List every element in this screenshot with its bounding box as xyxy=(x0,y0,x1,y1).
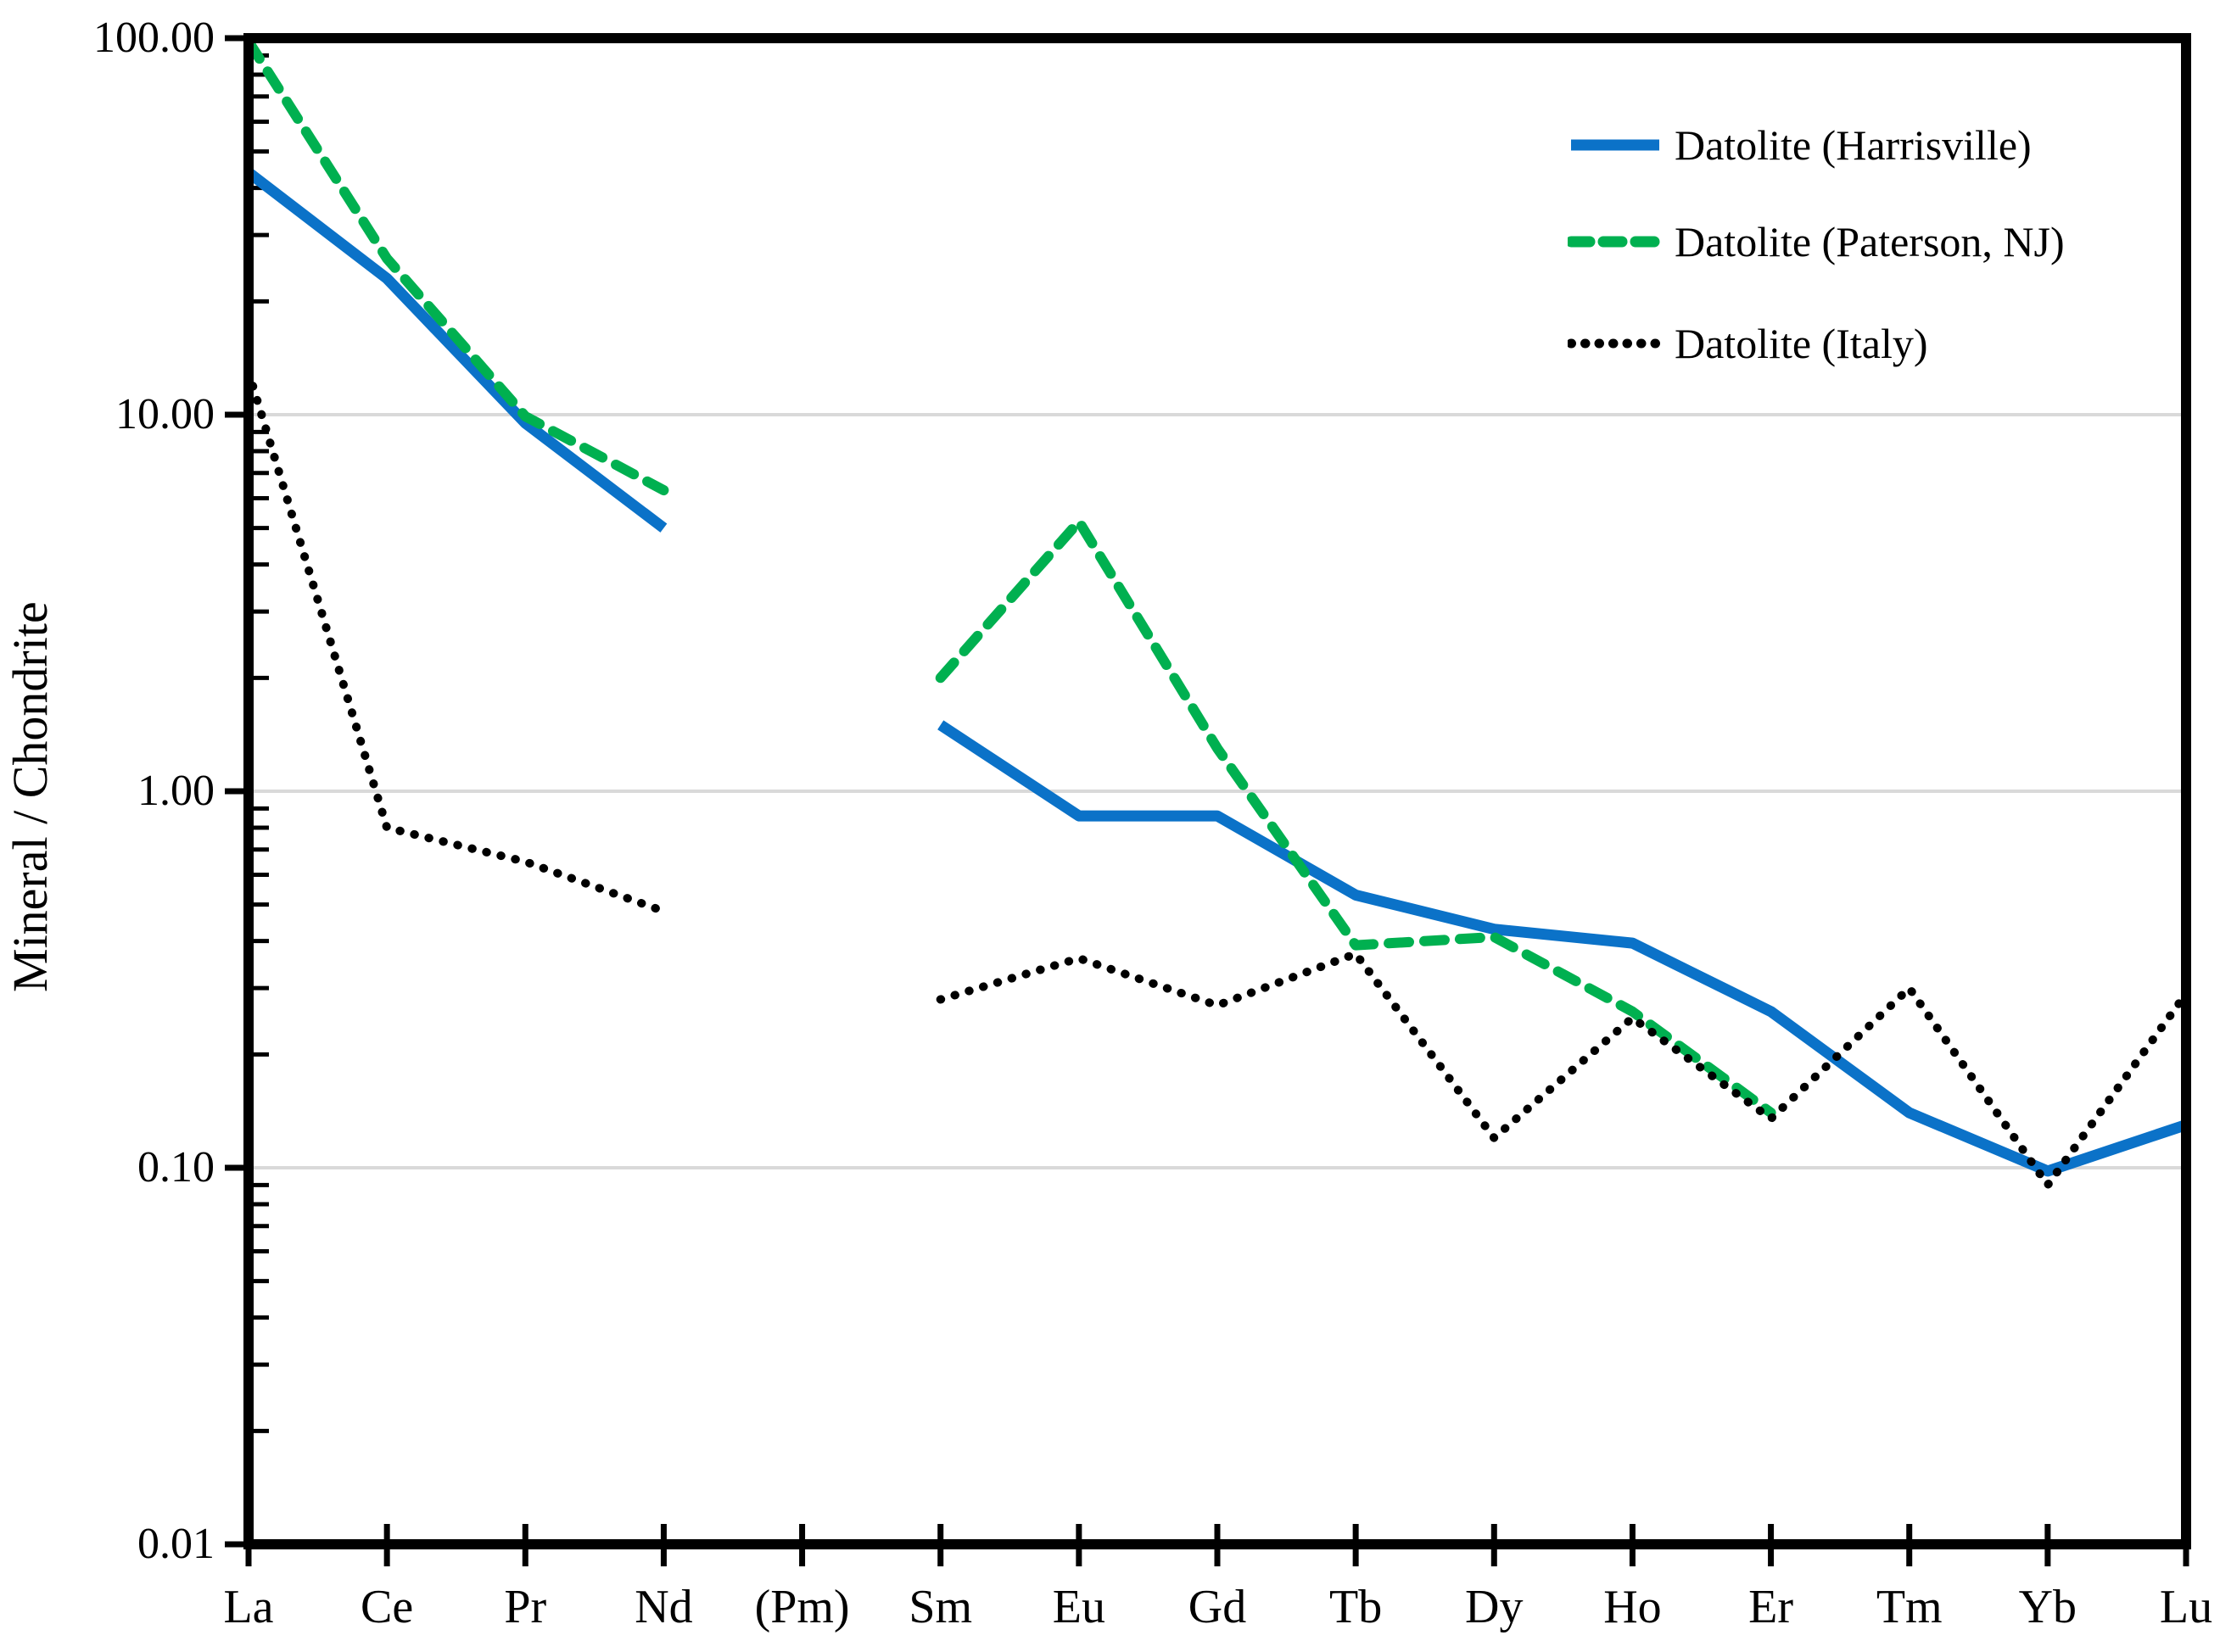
y-tick-label: 1.00 xyxy=(137,767,215,815)
legend-item: Datolite (Paterson, NJ) xyxy=(1568,212,2065,271)
legend-label: Datolite (Harrisville) xyxy=(1675,121,2032,169)
legend-label: Datolite (Paterson, NJ) xyxy=(1675,218,2065,265)
x-axis-label: (Pm) xyxy=(754,1581,850,1633)
x-axis-label: Lu xyxy=(2159,1581,2213,1633)
x-axis-label: Nd xyxy=(635,1581,693,1633)
legend-marker-dotted-line xyxy=(1568,338,1663,349)
x-axis-label: Tb xyxy=(1329,1581,1383,1633)
x-axis-label: Tm xyxy=(1876,1581,1943,1633)
legend-label: Datolite (Italy) xyxy=(1675,320,1928,367)
x-axis-label: Sm xyxy=(909,1581,973,1633)
series-line-datolite-harrisville- xyxy=(245,168,2189,1177)
y-tick-label: 10.00 xyxy=(115,390,215,438)
x-axis-label: Er xyxy=(1748,1581,1793,1633)
plot-border xyxy=(243,33,2191,1549)
x-axis-label: La xyxy=(223,1581,274,1633)
x-axis-label: Ce xyxy=(361,1581,414,1633)
series-line-datolite-paterson-nj- xyxy=(243,36,1776,1119)
x-axis-label: Eu xyxy=(1052,1581,1105,1633)
y-tick-label: 0.10 xyxy=(137,1143,215,1192)
series-line-datolite-italy- xyxy=(244,367,2190,1190)
x-axis-label: Pr xyxy=(504,1581,547,1633)
legend-item: Datolite (Harrisville) xyxy=(1568,115,2032,175)
x-axis-label: Yb xyxy=(2018,1581,2077,1633)
legend-marker-solid-line xyxy=(1571,139,1659,151)
y-tick-label: 0.01 xyxy=(137,1520,215,1568)
x-axis-label: Dy xyxy=(1465,1581,1524,1633)
y-tick-label: 100.00 xyxy=(93,14,215,62)
legend-marker-dashed-line xyxy=(1568,236,1663,248)
legend-item: Datolite (Italy) xyxy=(1568,314,1928,373)
x-axis-label: Gd xyxy=(1188,1581,1247,1633)
x-axis-label: Ho xyxy=(1603,1581,1662,1633)
